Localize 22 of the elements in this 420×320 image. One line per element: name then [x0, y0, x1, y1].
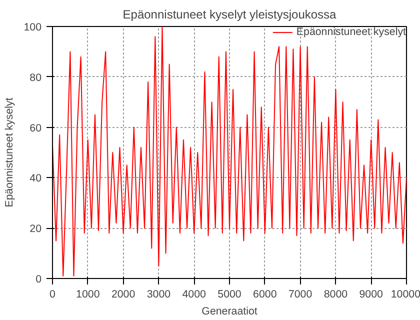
x-tick-label: 2000 — [111, 288, 136, 300]
legend-label: Epäonnistuneet kyselyt — [296, 26, 406, 38]
x-tick-label: 8000 — [324, 288, 348, 300]
y-tick-label: 20 — [30, 223, 42, 236]
y-tick-label: 100 — [24, 22, 42, 34]
y-axis-title: Epäonnistuneet kyselyt — [4, 98, 16, 208]
x-tick-label: 7000 — [288, 288, 312, 300]
x-tick-label: 5000 — [218, 288, 242, 300]
chart-title: Epäonnistuneet kyselyt yleistysjoukossa — [122, 8, 337, 22]
y-tick-label: 0 — [36, 274, 42, 286]
x-tick-label: 9000 — [359, 288, 384, 300]
x-axis-title: Generaatiot — [202, 306, 258, 318]
y-tick-label: 40 — [30, 172, 42, 185]
y-tick-label: 80 — [30, 72, 42, 84]
x-tick-label: 1000 — [76, 288, 100, 300]
x-tick-label: 6000 — [253, 288, 277, 300]
x-tick-label: 10000 — [390, 288, 420, 300]
x-tick-label: 4000 — [182, 288, 206, 300]
x-tick-label: 3000 — [146, 288, 171, 300]
x-tick-label: 0 — [50, 288, 56, 300]
y-tick-label: 60 — [30, 122, 42, 134]
line-series — [52, 26, 406, 276]
